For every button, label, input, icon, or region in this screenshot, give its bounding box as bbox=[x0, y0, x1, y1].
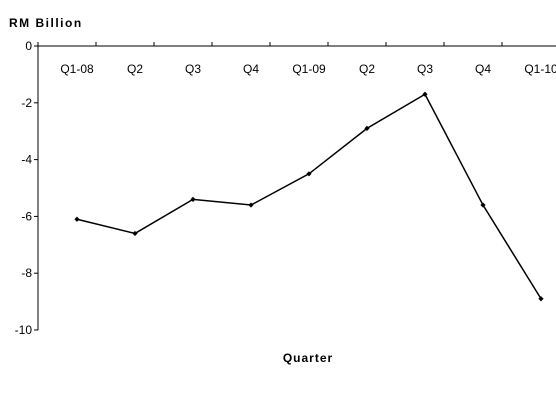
y-tick-label: 0 bbox=[25, 39, 32, 53]
x-tick-label: Q1-09 bbox=[292, 62, 326, 76]
y-tick-label: -4 bbox=[21, 153, 32, 167]
axes bbox=[34, 42, 556, 331]
data-point bbox=[132, 230, 138, 237]
x-tick-label: Q3 bbox=[417, 62, 433, 76]
data-point bbox=[306, 171, 312, 177]
x-axis-title: Quarter bbox=[283, 351, 333, 365]
data-point bbox=[364, 125, 370, 131]
y-tick-label: -10 bbox=[15, 323, 33, 337]
x-tick-label: Q4 bbox=[243, 62, 259, 76]
x-tick-label: Q1-10 bbox=[524, 62, 556, 76]
x-tick-label: Q3 bbox=[185, 62, 201, 76]
y-tick-labels: 0 -2 -4 -6 -8 -10 bbox=[15, 39, 33, 337]
x-tick-label: Q2 bbox=[127, 62, 143, 76]
x-tick-label: Q4 bbox=[475, 62, 491, 76]
x-tick-labels: Q1-08 Q2 Q3 Q4 Q1-09 Q2 Q3 Q4 Q1-10 bbox=[60, 62, 556, 76]
y-tick-label: -2 bbox=[21, 96, 32, 110]
series-line bbox=[76, 93, 542, 300]
x-tick-label: Q2 bbox=[359, 62, 375, 76]
data-point bbox=[480, 202, 486, 208]
y-axis-title: RM Billion bbox=[9, 16, 83, 30]
data-point bbox=[248, 202, 254, 208]
series bbox=[74, 91, 544, 302]
data-point bbox=[190, 196, 196, 202]
data-point bbox=[538, 296, 544, 302]
data-point bbox=[74, 216, 80, 222]
x-tick-label: Q1-08 bbox=[60, 62, 94, 76]
y-tick-label: -8 bbox=[21, 266, 32, 280]
data-point bbox=[422, 91, 428, 97]
y-tick-label: -6 bbox=[21, 209, 32, 223]
